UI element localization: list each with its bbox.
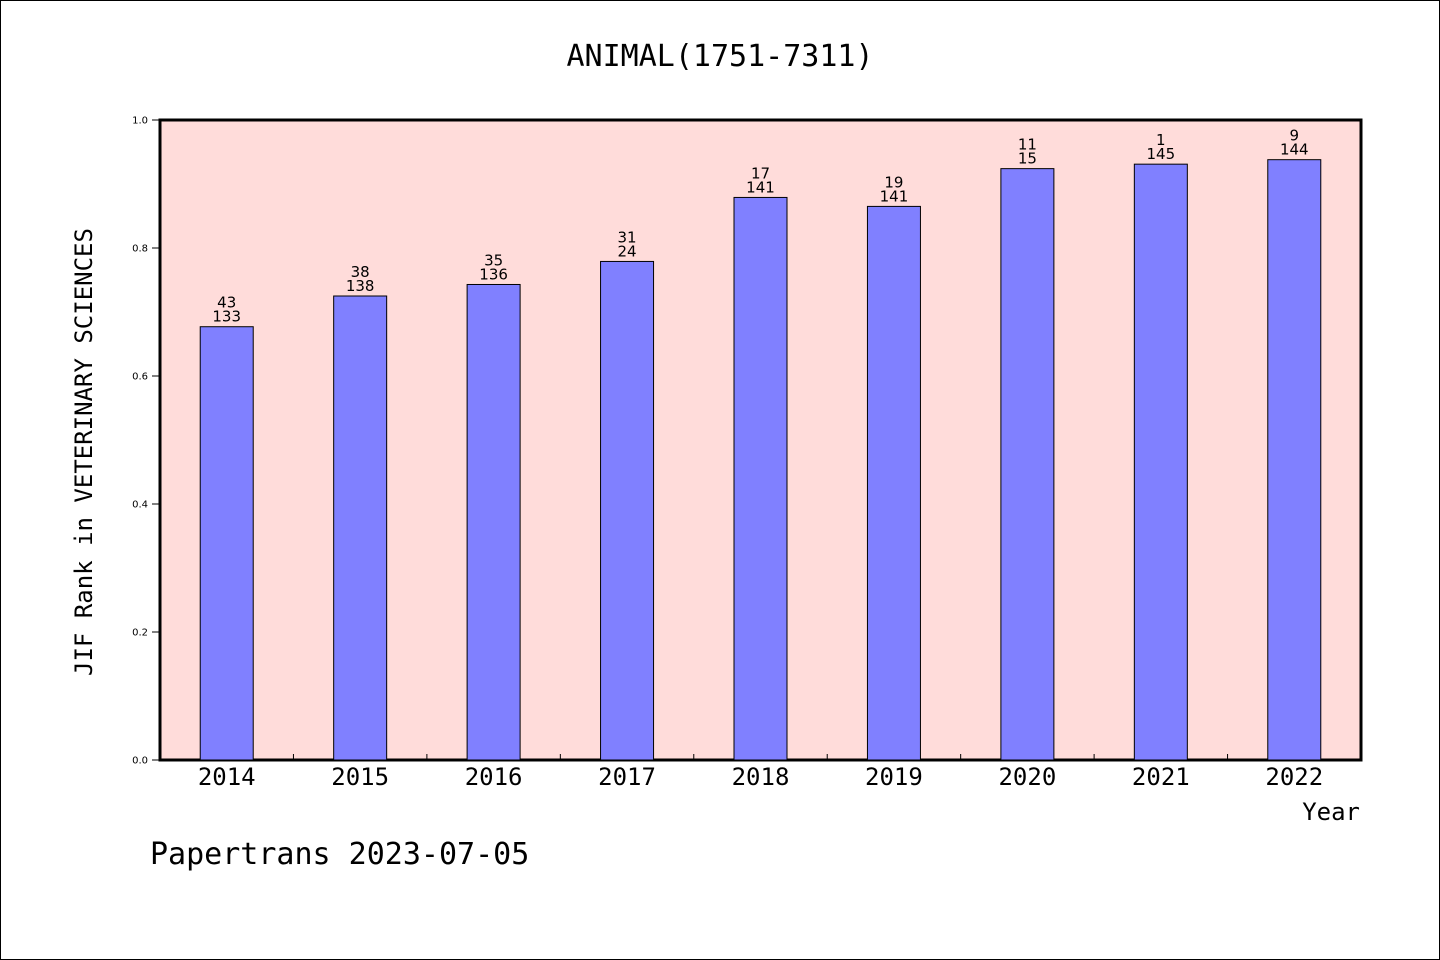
bar-label-bottom: 141 (746, 178, 775, 196)
x-tick-label: 2016 (465, 763, 523, 791)
bar-label-top: 11 (1018, 136, 1037, 154)
y-tick-label: 0.2 (132, 628, 148, 639)
x-tick-label: 2020 (998, 763, 1056, 791)
bar-label-bottom: 136 (479, 265, 508, 283)
bar-label-top: 9 (1290, 127, 1300, 145)
bar (1267, 159, 1322, 761)
footer-text: Papertrans 2023-07-05 (150, 837, 529, 872)
bar (600, 260, 655, 761)
x-tick-label: 2014 (198, 763, 256, 791)
bar-label-top: 17 (751, 164, 770, 182)
bar (866, 205, 921, 761)
bar-label-bottom: 24 (618, 242, 637, 260)
x-tick-label: 2019 (865, 763, 923, 791)
y-tick-label: 0.4 (132, 500, 148, 511)
bar-label-bottom: 138 (346, 277, 375, 295)
bar (466, 283, 521, 761)
y-tick-label: 0.0 (132, 756, 148, 767)
x-axis: 2014 2015 2016 2017 2018 2019 2020 2021 2022 (198, 754, 1323, 791)
y-axis-label: JIF Rank in VETERINARY SCIENCES (70, 228, 98, 676)
bar-label-top: 19 (884, 173, 903, 191)
bar (1133, 163, 1188, 761)
bar-label-top: 43 (217, 294, 236, 312)
bar-label-bottom: 145 (1147, 145, 1176, 163)
x-tick-label: 2015 (331, 763, 389, 791)
x-tick-label: 2021 (1132, 763, 1190, 791)
bar-label-top: 38 (351, 263, 370, 281)
y-tick-label: 0.6 (132, 372, 148, 383)
chart-title: ANIMAL(1751-7311) (566, 39, 873, 74)
bar (199, 326, 254, 761)
bar (733, 196, 788, 761)
x-axis-label: Year (1302, 798, 1360, 826)
bar-label-bottom: 133 (212, 308, 241, 326)
bar-label-top: 31 (618, 228, 637, 246)
y-tick-label: 1.0 (132, 116, 148, 127)
bar-label-bottom: 15 (1018, 150, 1037, 168)
y-axis: 0.0 0.2 0.4 0.6 0.8 1.0 (132, 116, 160, 767)
x-tick-label: 2017 (598, 763, 656, 791)
bar-label-top: 35 (484, 251, 503, 269)
x-tick-label: 2022 (1265, 763, 1323, 791)
bar (1000, 168, 1055, 761)
y-tick-label: 0.8 (132, 244, 148, 255)
bar-label-bottom: 144 (1280, 141, 1309, 159)
x-tick-label: 2018 (732, 763, 790, 791)
bar (333, 295, 388, 761)
bar-label-top: 1 (1156, 131, 1166, 149)
bar-label-bottom: 141 (880, 187, 909, 205)
